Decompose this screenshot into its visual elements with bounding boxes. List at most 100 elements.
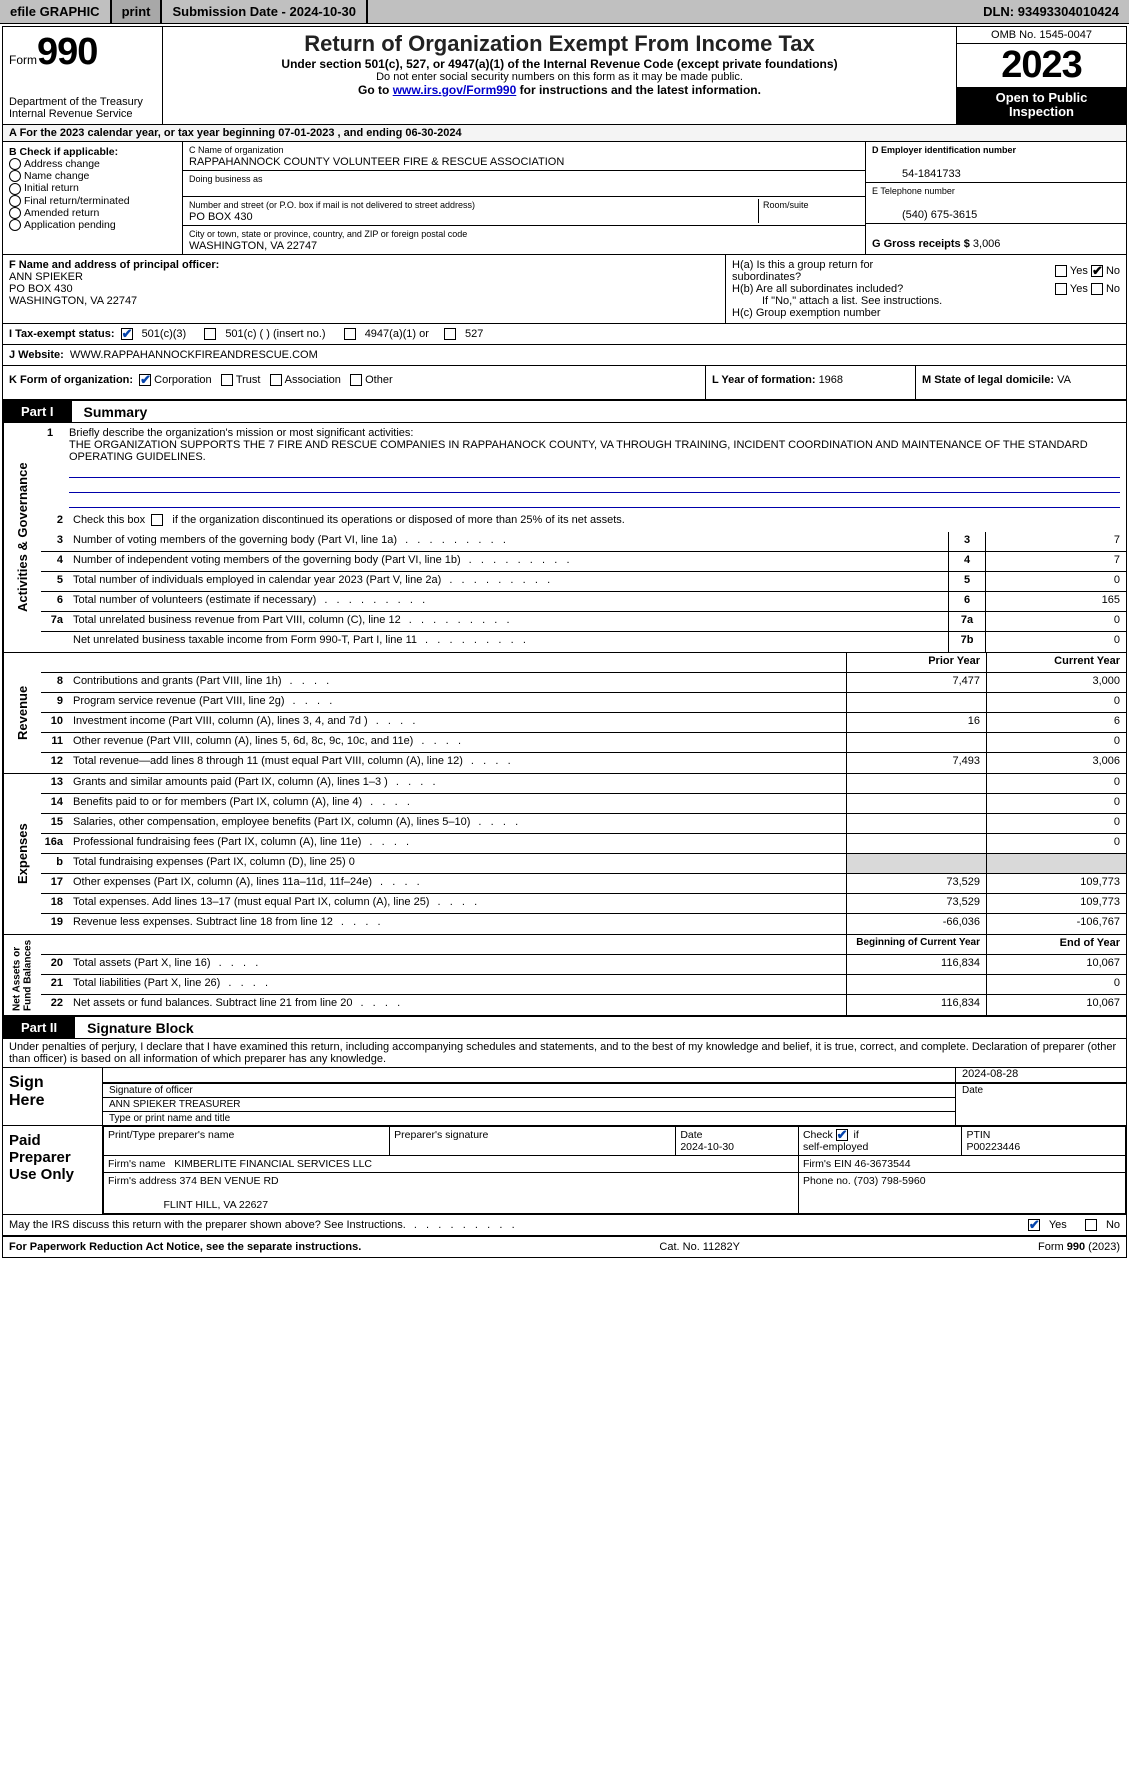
chk-self-employed[interactable] — [836, 1129, 848, 1141]
row-19-num: 19 — [41, 914, 69, 934]
org-name: RAPPAHANNOCK COUNTY VOLUNTEER FIRE & RES… — [189, 156, 564, 168]
row-10-prior: 16 — [846, 713, 986, 732]
vtab-revenue: Revenue — [3, 653, 41, 773]
row-22-curr: 10,067 — [986, 995, 1126, 1015]
line6-desc: Total number of volunteers (estimate if … — [69, 592, 948, 611]
opt-address-change: Address change — [24, 158, 100, 170]
line5-desc: Total number of individuals employed in … — [69, 572, 948, 591]
chk-address-change[interactable] — [9, 158, 21, 170]
firm-addr2: FLINT HILL, VA 22627 — [163, 1199, 268, 1211]
firm-addr1: 374 BEN VENUE RD — [179, 1175, 278, 1187]
part2-tab: Part II — [3, 1017, 75, 1038]
city-cell: City or town, state or province, country… — [183, 226, 865, 254]
opt-501c3: 501(c)(3) — [142, 328, 187, 340]
firm-phone: (703) 798-5960 — [854, 1175, 926, 1187]
cat-no: Cat. No. 11282Y — [659, 1241, 740, 1253]
row-b-num: b — [41, 854, 69, 873]
chk-initial-return[interactable] — [9, 183, 21, 195]
line-a-begin: 07-01-2023 — [278, 127, 334, 139]
phone-label: E Telephone number — [872, 186, 955, 196]
row-14-desc: Benefits paid to or for members (Part IX… — [69, 794, 846, 813]
irs-link[interactable]: www.irs.gov/Form990 — [393, 83, 517, 97]
opt-corp: Corporation — [154, 374, 211, 386]
chk-501c[interactable] — [204, 328, 216, 340]
chk-name-change[interactable] — [9, 170, 21, 182]
row-17-desc: Other expenses (Part IX, column (A), lin… — [69, 874, 846, 893]
chk-other[interactable] — [350, 374, 362, 386]
expenses-section: Expenses 13 Grants and similar amounts p… — [3, 774, 1126, 935]
prep-sig-label: Preparer's signature — [394, 1129, 488, 1141]
preparer-table: Print/Type preparer's name Preparer's si… — [103, 1126, 1126, 1214]
print-button[interactable]: print — [112, 0, 163, 23]
line4-lab: 4 — [948, 552, 986, 571]
street-row: Number and street (or P.O. box if mail i… — [183, 197, 865, 226]
row-14-prior — [846, 794, 986, 813]
box-k-label: K Form of organization: — [9, 374, 133, 386]
governance-section: Activities & Governance 1 Briefly descri… — [3, 423, 1126, 653]
firm-name-label: Firm's name — [108, 1158, 168, 1170]
net-section: Net Assets or Fund Balances Beginning of… — [3, 935, 1126, 1016]
row-12-curr: 3,006 — [986, 753, 1126, 773]
ptin-value: P00223446 — [966, 1141, 1020, 1153]
line7b-lab: 7b — [948, 632, 986, 652]
chk-527[interactable] — [444, 328, 456, 340]
chk-discuss-no[interactable] — [1085, 1219, 1097, 1231]
part2-title: Signature Block — [75, 1020, 194, 1036]
line3-num: 3 — [41, 532, 69, 551]
row-21-curr: 0 — [986, 975, 1126, 994]
chk-ha-yes[interactable] — [1055, 265, 1067, 277]
chk-assoc[interactable] — [270, 374, 282, 386]
chk-hb-yes[interactable] — [1055, 283, 1067, 295]
chk-amended[interactable] — [9, 207, 21, 219]
ein-label: D Employer identification number — [872, 145, 1016, 155]
row-10-desc: Investment income (Part VIII, column (A)… — [69, 713, 846, 732]
chk-501c3[interactable] — [121, 328, 133, 340]
form-header: Form990 Department of the Treasury Inter… — [3, 27, 1126, 125]
row-22-desc: Net assets or fund balances. Subtract li… — [69, 995, 846, 1015]
opt-assoc: Association — [285, 374, 341, 386]
chk-line2[interactable] — [151, 514, 163, 526]
row-16a-curr: 0 — [986, 834, 1126, 853]
klm-row: K Form of organization: Corporation Trus… — [3, 366, 1126, 400]
opt-name-change: Name change — [24, 170, 89, 182]
row-14-num: 14 — [41, 794, 69, 813]
line7a-num: 7a — [41, 612, 69, 631]
ha-no: No — [1106, 265, 1120, 277]
row-17-num: 17 — [41, 874, 69, 893]
chk-ha-no[interactable] — [1091, 265, 1103, 277]
discuss-text: May the IRS discuss this return with the… — [9, 1219, 1022, 1231]
chk-corp[interactable] — [139, 374, 151, 386]
hb-label: H(b) Are all subordinates included? — [732, 283, 1055, 295]
pra-notice: For Paperwork Reduction Act Notice, see … — [9, 1241, 361, 1253]
row-11-desc: Other revenue (Part VIII, column (A), li… — [69, 733, 846, 752]
row-9-desc: Program service revenue (Part VIII, line… — [69, 693, 846, 712]
dba-cell: Doing business as — [183, 171, 865, 197]
chk-discuss-yes[interactable] — [1028, 1219, 1040, 1231]
dln-value: 93493304010424 — [1018, 4, 1119, 19]
prep-name-label: Print/Type preparer's name — [108, 1129, 234, 1141]
row-22-num: 22 — [41, 995, 69, 1015]
row-19-prior: -66,036 — [846, 914, 986, 934]
sign-here-label: Sign Here — [3, 1068, 103, 1125]
row-10-curr: 6 — [986, 713, 1126, 732]
line3-lab: 3 — [948, 532, 986, 551]
chk-trust[interactable] — [221, 374, 233, 386]
row-16a-prior — [846, 834, 986, 853]
chk-4947[interactable] — [344, 328, 356, 340]
city-label: City or town, state or province, country… — [189, 229, 467, 239]
form-prefix: Form — [9, 53, 37, 67]
line5-val: 0 — [986, 572, 1126, 591]
box-c: C Name of organization RAPPAHANNOCK COUN… — [183, 142, 866, 254]
row-18-curr: 109,773 — [986, 894, 1126, 913]
row-21-num: 21 — [41, 975, 69, 994]
hc-label: H(c) Group exemption number — [732, 307, 1120, 319]
ptin-label: PTIN — [966, 1129, 990, 1141]
row-9-curr: 0 — [986, 693, 1126, 712]
line2-desc: Check this box if the organization disco… — [69, 512, 1126, 532]
line4-val: 7 — [986, 552, 1126, 571]
footer-form: Form 990 (2023) — [1038, 1241, 1120, 1253]
row-17-prior: 73,529 — [846, 874, 986, 893]
chk-final-return[interactable] — [9, 195, 21, 207]
chk-app-pending[interactable] — [9, 219, 21, 231]
chk-hb-no[interactable] — [1091, 283, 1103, 295]
